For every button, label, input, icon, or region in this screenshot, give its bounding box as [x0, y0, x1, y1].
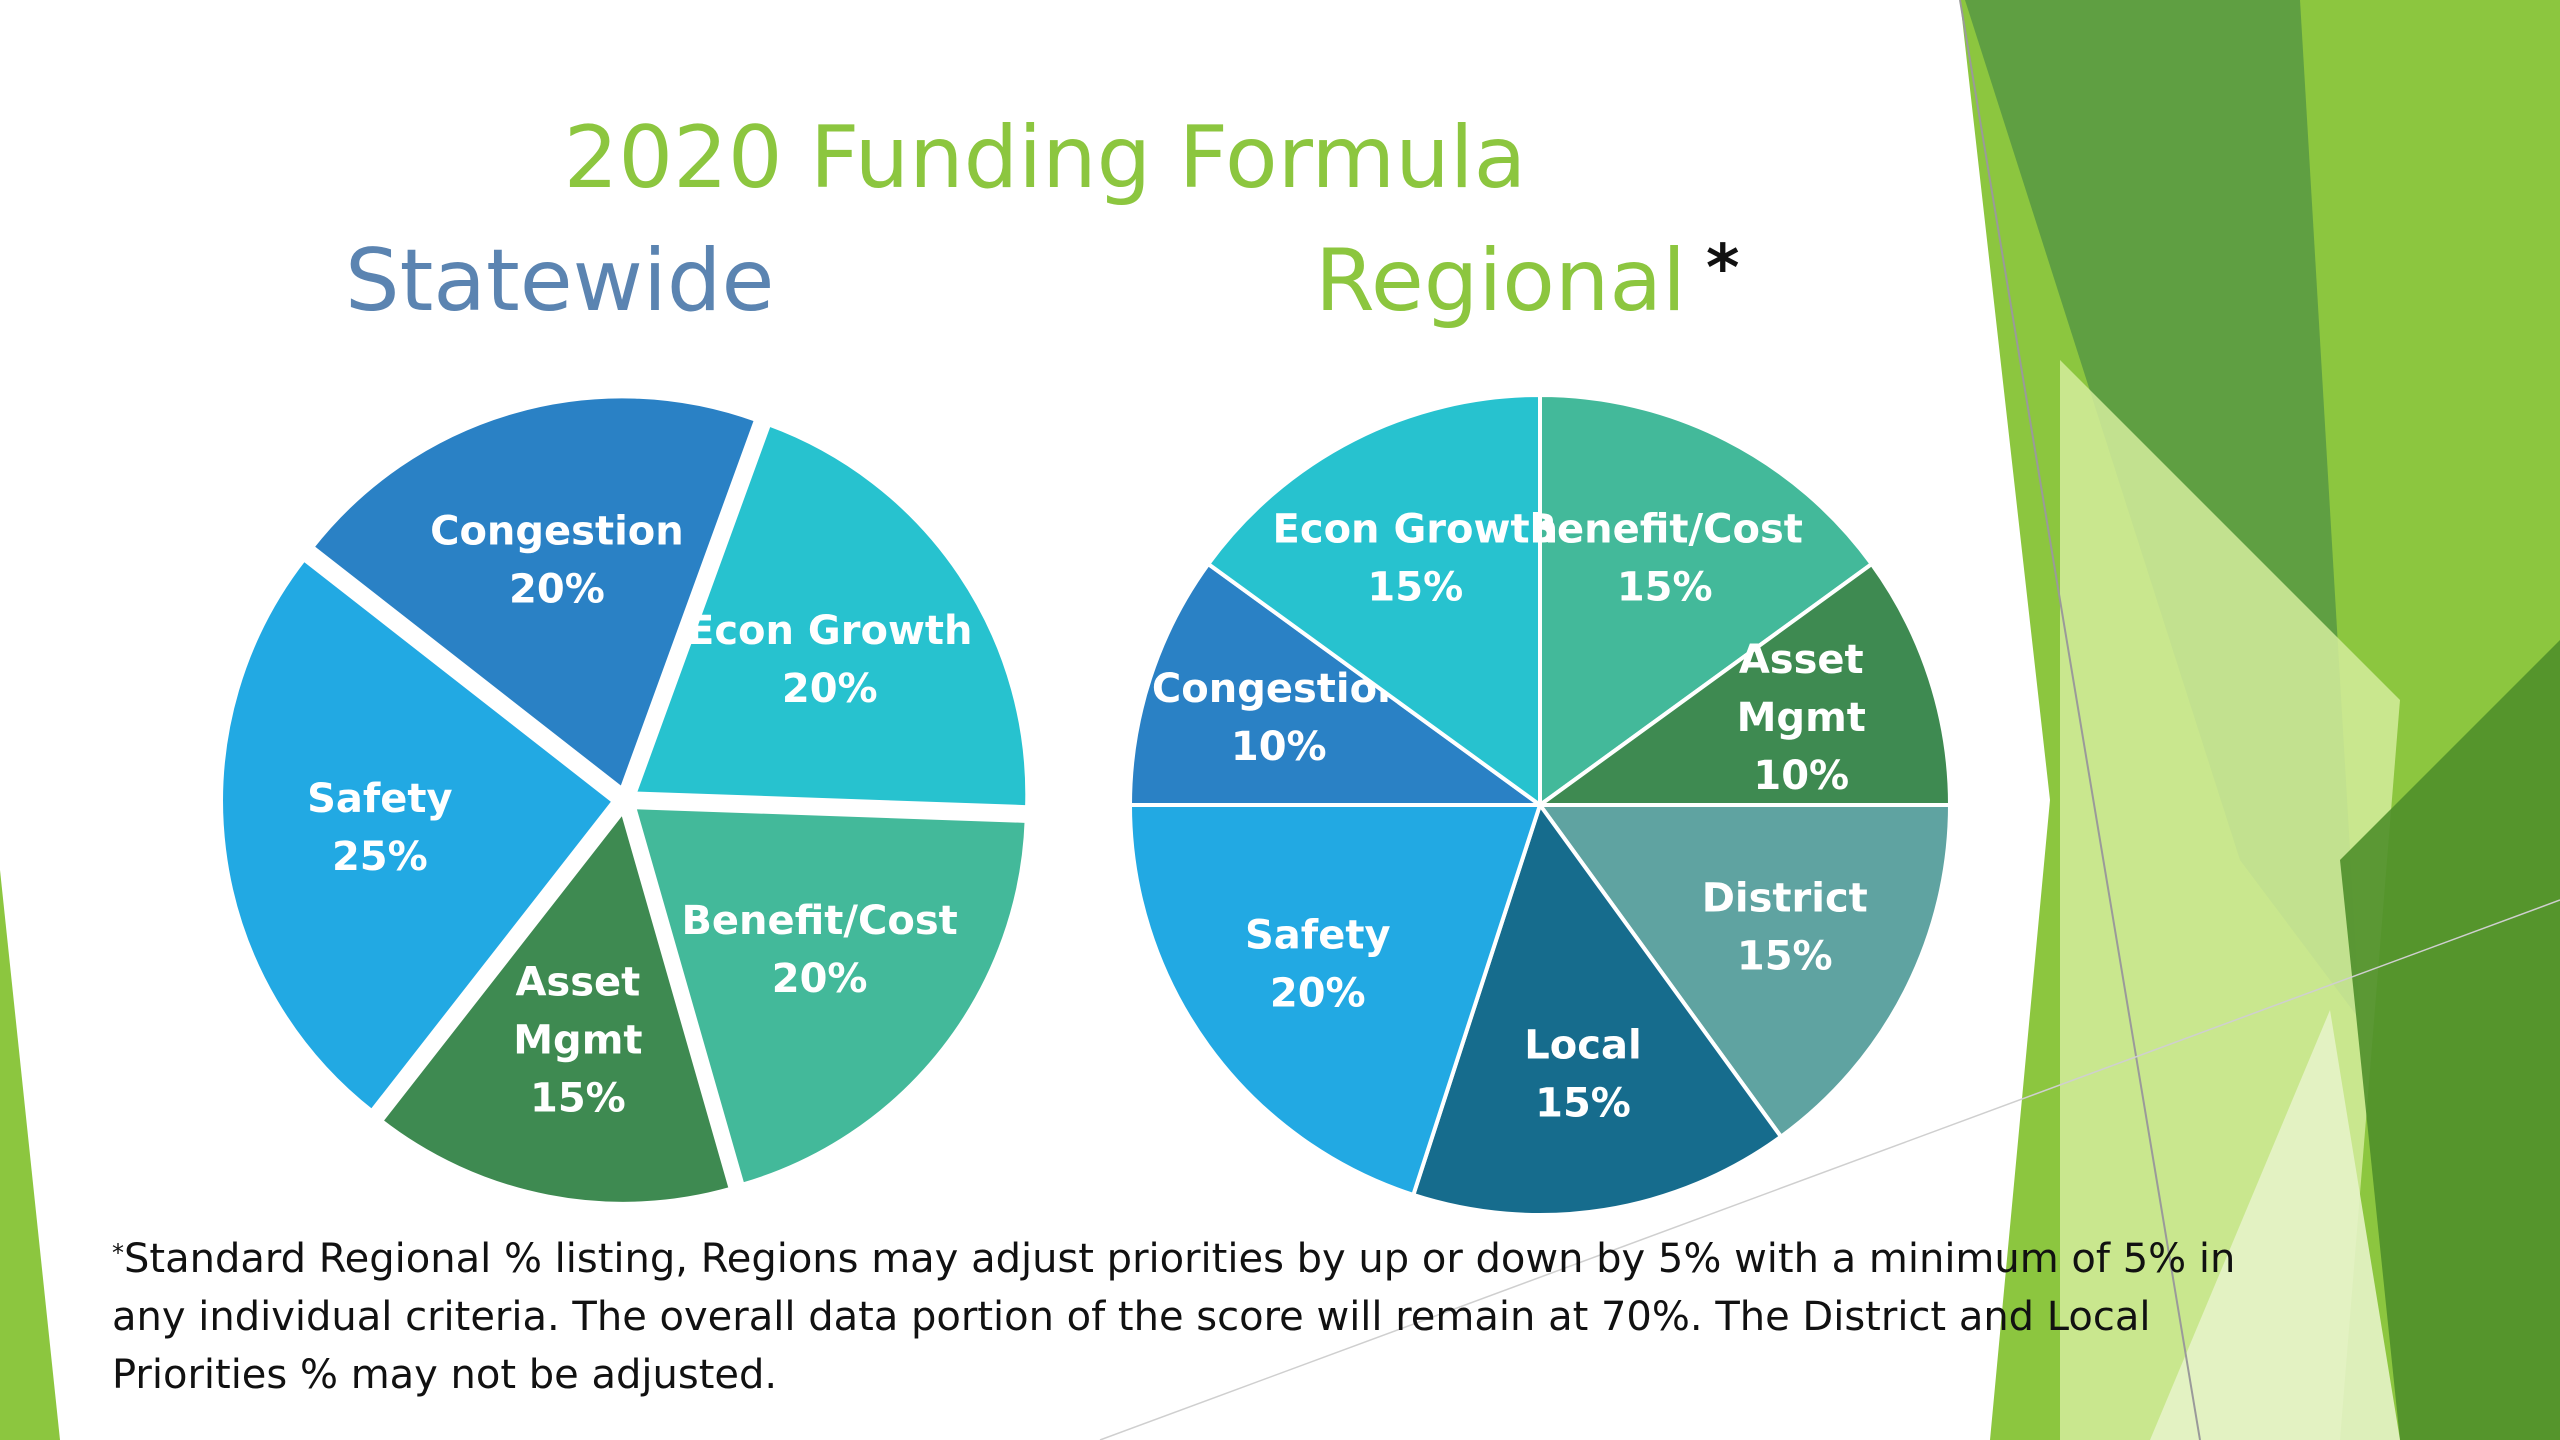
statewide-pie-chart: Congestion 20%Econ Growth 20% Benefit/Cost 2…	[217, 392, 1032, 1208]
pie-slice-benefit-cost	[1538, 392, 1875, 809]
pie-slice-label: Benefit/Cost 20%	[681, 898, 957, 1002]
pie-slice-econ-growth	[1205, 392, 1542, 809]
pie-slice-label: Asset Mgmt 15%	[513, 959, 642, 1121]
regional-asterisk: *	[1706, 232, 1740, 306]
footnote: *Standard Regional % listing, Regions ma…	[112, 1230, 2312, 1404]
pie-slice-congestion	[1127, 561, 1547, 807]
regional-pie-chart: Benefit/Cost 15% Asset Mgmt 10% District 15% Lo…	[1127, 392, 1953, 1217]
pie-slice-congestion	[306, 392, 762, 796]
deco-line	[1959, 0, 2201, 1440]
pie-slice-econ-growth	[629, 419, 1032, 812]
pie-slice-label: Safety 25%	[307, 776, 453, 880]
pie-slice-asset-mgmt	[375, 803, 736, 1208]
pie-slice-district	[1536, 803, 1953, 1140]
deco-shape	[2150, 1010, 2400, 1440]
pie-slice-asset-mgmt	[1533, 561, 1953, 807]
slide-title: 2020 Funding Formula	[563, 108, 1527, 208]
pie-slice-label: Benefit/Cost 15%	[1527, 506, 1803, 610]
pie-slice-label: Econ Growth 15%	[1273, 506, 1559, 610]
pie-slice-safety	[217, 553, 620, 1117]
footnote-marker: *	[112, 1239, 124, 1267]
pie-slice-label: District 15%	[1702, 876, 1868, 980]
pie-slice-safety	[1127, 803, 1543, 1198]
pie-slice-label: Econ Growth 20%	[687, 608, 973, 712]
deco-shape	[2340, 640, 2560, 1440]
deco-line	[1099, 899, 2560, 1440]
statewide-heading: Statewide	[345, 231, 775, 331]
pie-slice-label: Congestion 20%	[430, 509, 684, 613]
deco-shape	[0, 870, 60, 1440]
footnote-text: Standard Regional % listing, Regions may…	[112, 1236, 2236, 1398]
pie-slice-local	[1410, 800, 1784, 1217]
regional-heading: Regional	[1315, 231, 1687, 331]
pie-slice-label: Safety 20%	[1245, 912, 1391, 1016]
pie-slice-label: Local 15%	[1524, 1022, 1641, 1126]
pie-slice-label: Asset Mgmt 10%	[1737, 637, 1866, 799]
pie-slice-benefit-cost	[628, 803, 1031, 1190]
